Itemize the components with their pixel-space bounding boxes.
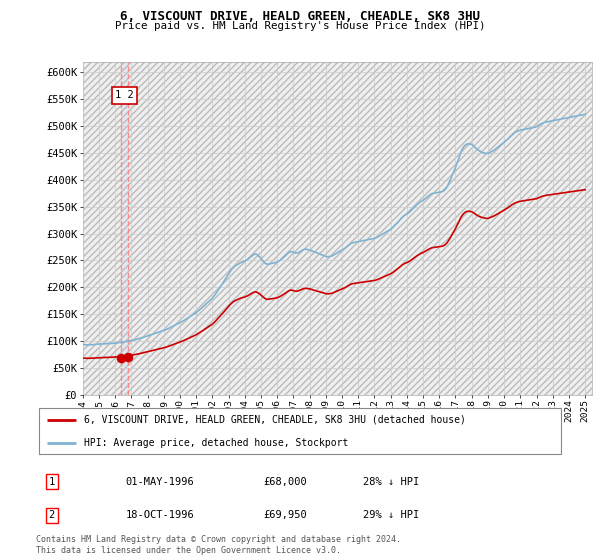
Text: 1: 1 xyxy=(49,477,55,487)
Text: £69,950: £69,950 xyxy=(263,510,307,520)
Point xyxy=(116,354,126,363)
Text: Price paid vs. HM Land Registry's House Price Index (HPI): Price paid vs. HM Land Registry's House … xyxy=(115,21,485,31)
Bar xyxy=(121,62,128,395)
Text: 29% ↓ HPI: 29% ↓ HPI xyxy=(364,510,419,520)
Text: £68,000: £68,000 xyxy=(263,477,307,487)
Text: 6, VISCOUNT DRIVE, HEALD GREEN, CHEADLE, SK8 3HU (detached house): 6, VISCOUNT DRIVE, HEALD GREEN, CHEADLE,… xyxy=(83,414,466,424)
Text: 1 2: 1 2 xyxy=(115,91,133,100)
Text: 18-OCT-1996: 18-OCT-1996 xyxy=(126,510,194,520)
Text: 28% ↓ HPI: 28% ↓ HPI xyxy=(364,477,419,487)
Text: Contains HM Land Registry data © Crown copyright and database right 2024.
This d: Contains HM Land Registry data © Crown c… xyxy=(36,535,401,555)
Text: 2: 2 xyxy=(49,510,55,520)
Text: 6, VISCOUNT DRIVE, HEALD GREEN, CHEADLE, SK8 3HU: 6, VISCOUNT DRIVE, HEALD GREEN, CHEADLE,… xyxy=(120,10,480,23)
FancyBboxPatch shape xyxy=(38,408,562,454)
Point xyxy=(124,353,133,362)
Text: HPI: Average price, detached house, Stockport: HPI: Average price, detached house, Stoc… xyxy=(83,438,348,448)
Text: 01-MAY-1996: 01-MAY-1996 xyxy=(126,477,194,487)
